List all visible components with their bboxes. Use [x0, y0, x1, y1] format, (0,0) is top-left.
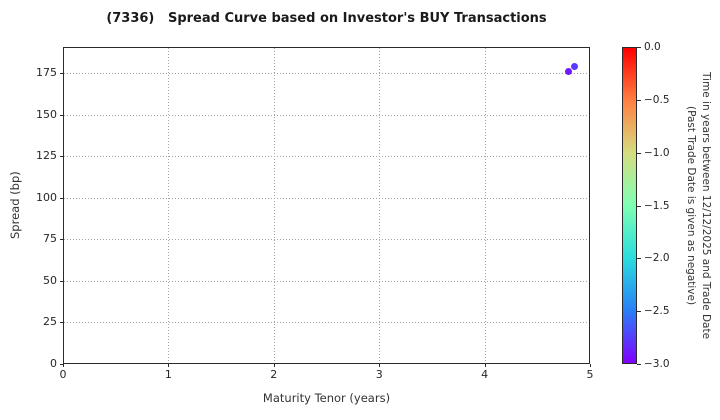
grid-line-horizontal — [64, 156, 589, 158]
grid-line-horizontal — [64, 114, 589, 116]
colorbar-tick-label: −2.5 — [644, 305, 670, 318]
colorbar-gradient — [622, 47, 637, 364]
colorbar-tick-label: −1.0 — [644, 146, 670, 159]
x-axis-tick — [590, 364, 591, 367]
plot-area — [63, 47, 590, 364]
grid-line-vertical — [379, 48, 381, 363]
y-tick-label: 175 — [36, 65, 57, 79]
x-tick-label: 2 — [270, 368, 278, 381]
y-tick-label: 50 — [43, 273, 57, 287]
x-tick-label: 5 — [586, 368, 594, 381]
colorbar-tick-label: −0.5 — [644, 93, 670, 106]
colorbar-tick — [637, 205, 641, 207]
colorbar-label-line1: Time in years between 12/12/2025 and Tra… — [700, 71, 712, 340]
colorbar-axis-label: Time in years between 12/12/2025 and Tra… — [683, 40, 713, 371]
y-tick-label: 150 — [36, 107, 57, 121]
x-tick-label: 1 — [164, 368, 172, 381]
colorbar-tick-label: −1.5 — [644, 199, 670, 212]
y-axis-tick — [60, 364, 63, 365]
x-axis-tick — [379, 364, 381, 367]
x-tick-label: 0 — [59, 368, 67, 381]
x-axis-tick — [63, 364, 64, 367]
scatter-data-point — [565, 67, 573, 75]
x-axis-tick — [273, 364, 275, 367]
y-axis-tick — [60, 239, 63, 241]
grid-line-horizontal — [64, 72, 589, 74]
y-tick-label: 125 — [36, 149, 57, 163]
y-tick-label: 25 — [43, 315, 57, 329]
colorbar-tick — [637, 364, 641, 365]
scatter-data-point — [570, 62, 578, 70]
grid-line-vertical — [168, 48, 170, 363]
x-axis-tick — [168, 364, 170, 367]
colorbar-tick — [637, 47, 641, 48]
y-tick-label: 100 — [36, 190, 57, 204]
colorbar-tick — [637, 152, 641, 154]
colorbar-tick-label: −3.0 — [644, 358, 670, 370]
y-tick-label: 75 — [43, 232, 57, 246]
y-axis-tick — [60, 72, 63, 74]
y-axis-tick — [60, 197, 63, 199]
grid-line-horizontal — [64, 280, 589, 282]
colorbar-tick-label: −2.0 — [644, 252, 670, 265]
grid-line-vertical — [484, 48, 486, 363]
colorbar-tick — [637, 311, 641, 313]
colorbar-label-line2: (Past Trade Date is given as negative) — [685, 105, 697, 306]
y-axis-tick — [60, 280, 63, 282]
y-axis-tick — [60, 156, 63, 158]
grid-line-horizontal — [64, 197, 589, 199]
chart-title: (7336) Spread Curve based on Investor's … — [106, 11, 547, 26]
grid-line-horizontal — [64, 322, 589, 324]
grid-line-vertical — [273, 48, 275, 363]
colorbar-tick — [637, 99, 641, 101]
colorbar-tick — [637, 258, 641, 260]
y-tick-label: 0 — [50, 357, 57, 370]
y-axis-tick — [60, 114, 63, 116]
x-axis-tick — [484, 364, 486, 367]
grid-line-horizontal — [64, 239, 589, 241]
x-tick-label: 4 — [481, 368, 489, 381]
x-tick-label: 3 — [375, 368, 383, 381]
x-axis-label: Maturity Tenor (years) — [262, 391, 391, 405]
y-axis-tick — [60, 322, 63, 324]
colorbar-tick-label: 0.0 — [644, 41, 661, 53]
